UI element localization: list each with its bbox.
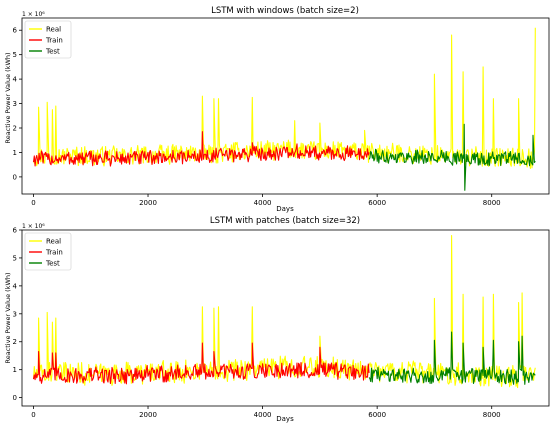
series-test-line: [368, 331, 536, 385]
y-axis-label: Reactive Power Value (kWh): [4, 52, 12, 143]
x-tick-label: 6000: [368, 199, 386, 207]
y-tick-label: 1: [13, 149, 17, 157]
chart-bottom: LSTM with patches (batch size=32) 1 × 10…: [4, 216, 550, 423]
legend-label-train: Train: [45, 249, 63, 257]
x-tick-label: 6000: [368, 411, 386, 419]
legend-label-test: Test: [45, 48, 60, 56]
x-tick-label: 4000: [254, 199, 272, 207]
y-tick-label: 4: [13, 76, 18, 84]
plot-frame: [21, 17, 550, 195]
x-tick-label: 2000: [139, 411, 157, 419]
y-offset-label: 1 × 10⁶: [22, 223, 45, 230]
y-tick-label: 6: [13, 27, 18, 35]
plot-frame: [21, 229, 550, 407]
y-tick-label: 2: [13, 338, 17, 346]
y-tick-label: 0: [13, 394, 17, 402]
series-train-line: [32, 342, 370, 385]
legend-label-real: Real: [46, 26, 61, 34]
y-tick-label: 6: [13, 227, 18, 235]
x-tick-label: 0: [31, 411, 35, 419]
x-tick-label: 8000: [483, 411, 501, 419]
y-tick-label: 0: [13, 173, 17, 181]
legend-box: [24, 232, 72, 271]
x-tick-label: 4000: [254, 411, 272, 419]
x-tick-label: 8000: [483, 199, 501, 207]
y-tick-label: 3: [13, 310, 17, 318]
legend-label-real: Real: [46, 238, 61, 246]
legend: Real Train Test: [24, 232, 72, 271]
plot-area: [32, 235, 536, 389]
y-axis-label: Reactive Power Value (kWh): [4, 272, 12, 363]
x-tick-label: 0: [31, 199, 35, 207]
chart-top: LSTM with windows (batch size=2) 1 × 10⁶…: [4, 6, 550, 213]
y-tick-label: 2: [13, 125, 17, 133]
series-train-line: [32, 131, 370, 167]
x-tick-label: 2000: [139, 199, 157, 207]
y-tick-label: 3: [13, 100, 17, 108]
x-axis-label: Days: [276, 415, 294, 423]
chart-title: LSTM with patches (batch size=32): [210, 216, 360, 226]
legend: Real Train Test: [24, 20, 72, 59]
legend-box: [24, 20, 72, 59]
y-offset-label: 1 × 10⁶: [22, 11, 45, 18]
series-real-line: [32, 235, 536, 389]
chart-title: LSTM with windows (batch size=2): [211, 6, 359, 16]
y-tick-label: 5: [13, 254, 17, 262]
series-test-line: [368, 123, 536, 191]
y-tick-label: 4: [13, 282, 18, 290]
y-tick-label: 1: [13, 366, 17, 374]
plot-area: [32, 27, 536, 191]
legend-label-train: Train: [45, 37, 63, 45]
legend-label-test: Test: [45, 260, 60, 268]
y-tick-label: 5: [13, 51, 17, 59]
x-axis-label: Days: [276, 205, 294, 213]
